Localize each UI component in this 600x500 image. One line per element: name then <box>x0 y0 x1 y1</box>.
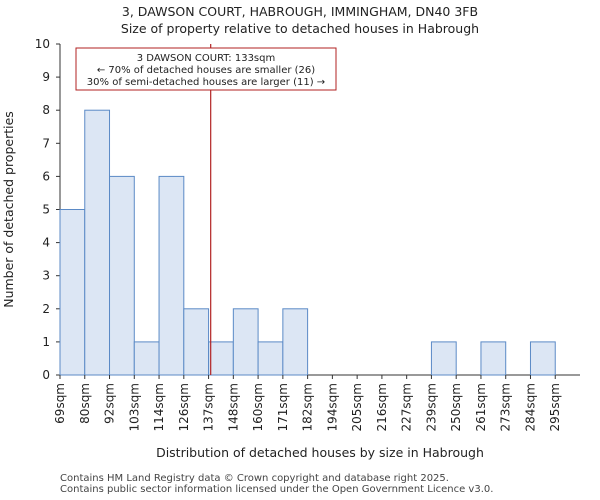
x-tick-label: 295sqm <box>548 383 562 431</box>
x-tick-label: 114sqm <box>152 383 166 431</box>
annotation-line-2: ← 70% of detached houses are smaller (26… <box>97 65 315 76</box>
x-axis-title: Distribution of detached houses by size … <box>156 445 484 460</box>
x-tick-label: 80sqm <box>78 383 92 424</box>
bar <box>282 308 309 376</box>
bar <box>257 341 284 376</box>
y-tick-label: 9 <box>42 70 50 84</box>
bar <box>59 209 86 376</box>
y-tick-label: 6 <box>42 169 50 183</box>
x-tick-label: 171sqm <box>276 383 290 431</box>
bar <box>158 175 185 376</box>
x-tick-label: 160sqm <box>251 383 265 431</box>
x-tick-label: 227sqm <box>400 383 414 431</box>
x-tick-label: 182sqm <box>301 383 315 431</box>
y-tick-label: 7 <box>42 136 50 150</box>
y-tick-label: 5 <box>42 203 50 217</box>
footer-line-2: Contains public sector information licen… <box>60 484 494 495</box>
y-tick-label: 3 <box>42 269 50 283</box>
bar <box>109 175 135 376</box>
x-tick-label: 261sqm <box>474 383 488 431</box>
x-tick-label: 194sqm <box>325 383 339 431</box>
annotation-box <box>75 47 337 91</box>
y-tick-label: 4 <box>42 236 50 250</box>
bar <box>84 109 111 376</box>
x-tick-label: 216sqm <box>375 383 389 431</box>
y-tick-label: 1 <box>42 335 50 349</box>
bar <box>133 341 160 376</box>
x-tick-label: 205sqm <box>350 383 364 431</box>
annotation-line-1: 3 DAWSON COURT: 133sqm <box>137 53 275 64</box>
y-tick-label: 10 <box>35 37 50 51</box>
chart-subtitle: Size of property relative to detached ho… <box>120 21 480 36</box>
bar <box>430 341 457 376</box>
x-tick-label: 92sqm <box>103 383 117 424</box>
x-tick-label: 250sqm <box>449 383 463 431</box>
x-tick-label: 69sqm <box>53 383 67 424</box>
x-tick-label: 239sqm <box>424 383 438 431</box>
x-tick-label: 137sqm <box>202 383 216 431</box>
bar <box>529 341 556 376</box>
y-tick-label: 0 <box>42 368 50 382</box>
bar <box>208 341 234 376</box>
chart-title: 3, DAWSON COURT, HABROUGH, IMMINGHAM, DN… <box>121 4 479 19</box>
x-tick-label: 126sqm <box>177 383 191 431</box>
x-tick-label: 273sqm <box>499 383 513 431</box>
y-tick-label: 8 <box>42 103 50 117</box>
annotation-line-3: 30% of semi-detached houses are larger (… <box>87 77 325 88</box>
y-axis-title: Number of detached properties <box>1 111 16 308</box>
footer-line-1: Contains HM Land Registry data © Crown c… <box>60 473 449 484</box>
y-tick-label: 2 <box>42 302 50 316</box>
x-tick-label: 284sqm <box>523 383 537 431</box>
bar <box>480 341 507 376</box>
x-tick-label: 148sqm <box>226 383 240 431</box>
bar <box>183 308 210 376</box>
bar <box>232 308 259 376</box>
x-tick-label: 103sqm <box>127 383 141 431</box>
